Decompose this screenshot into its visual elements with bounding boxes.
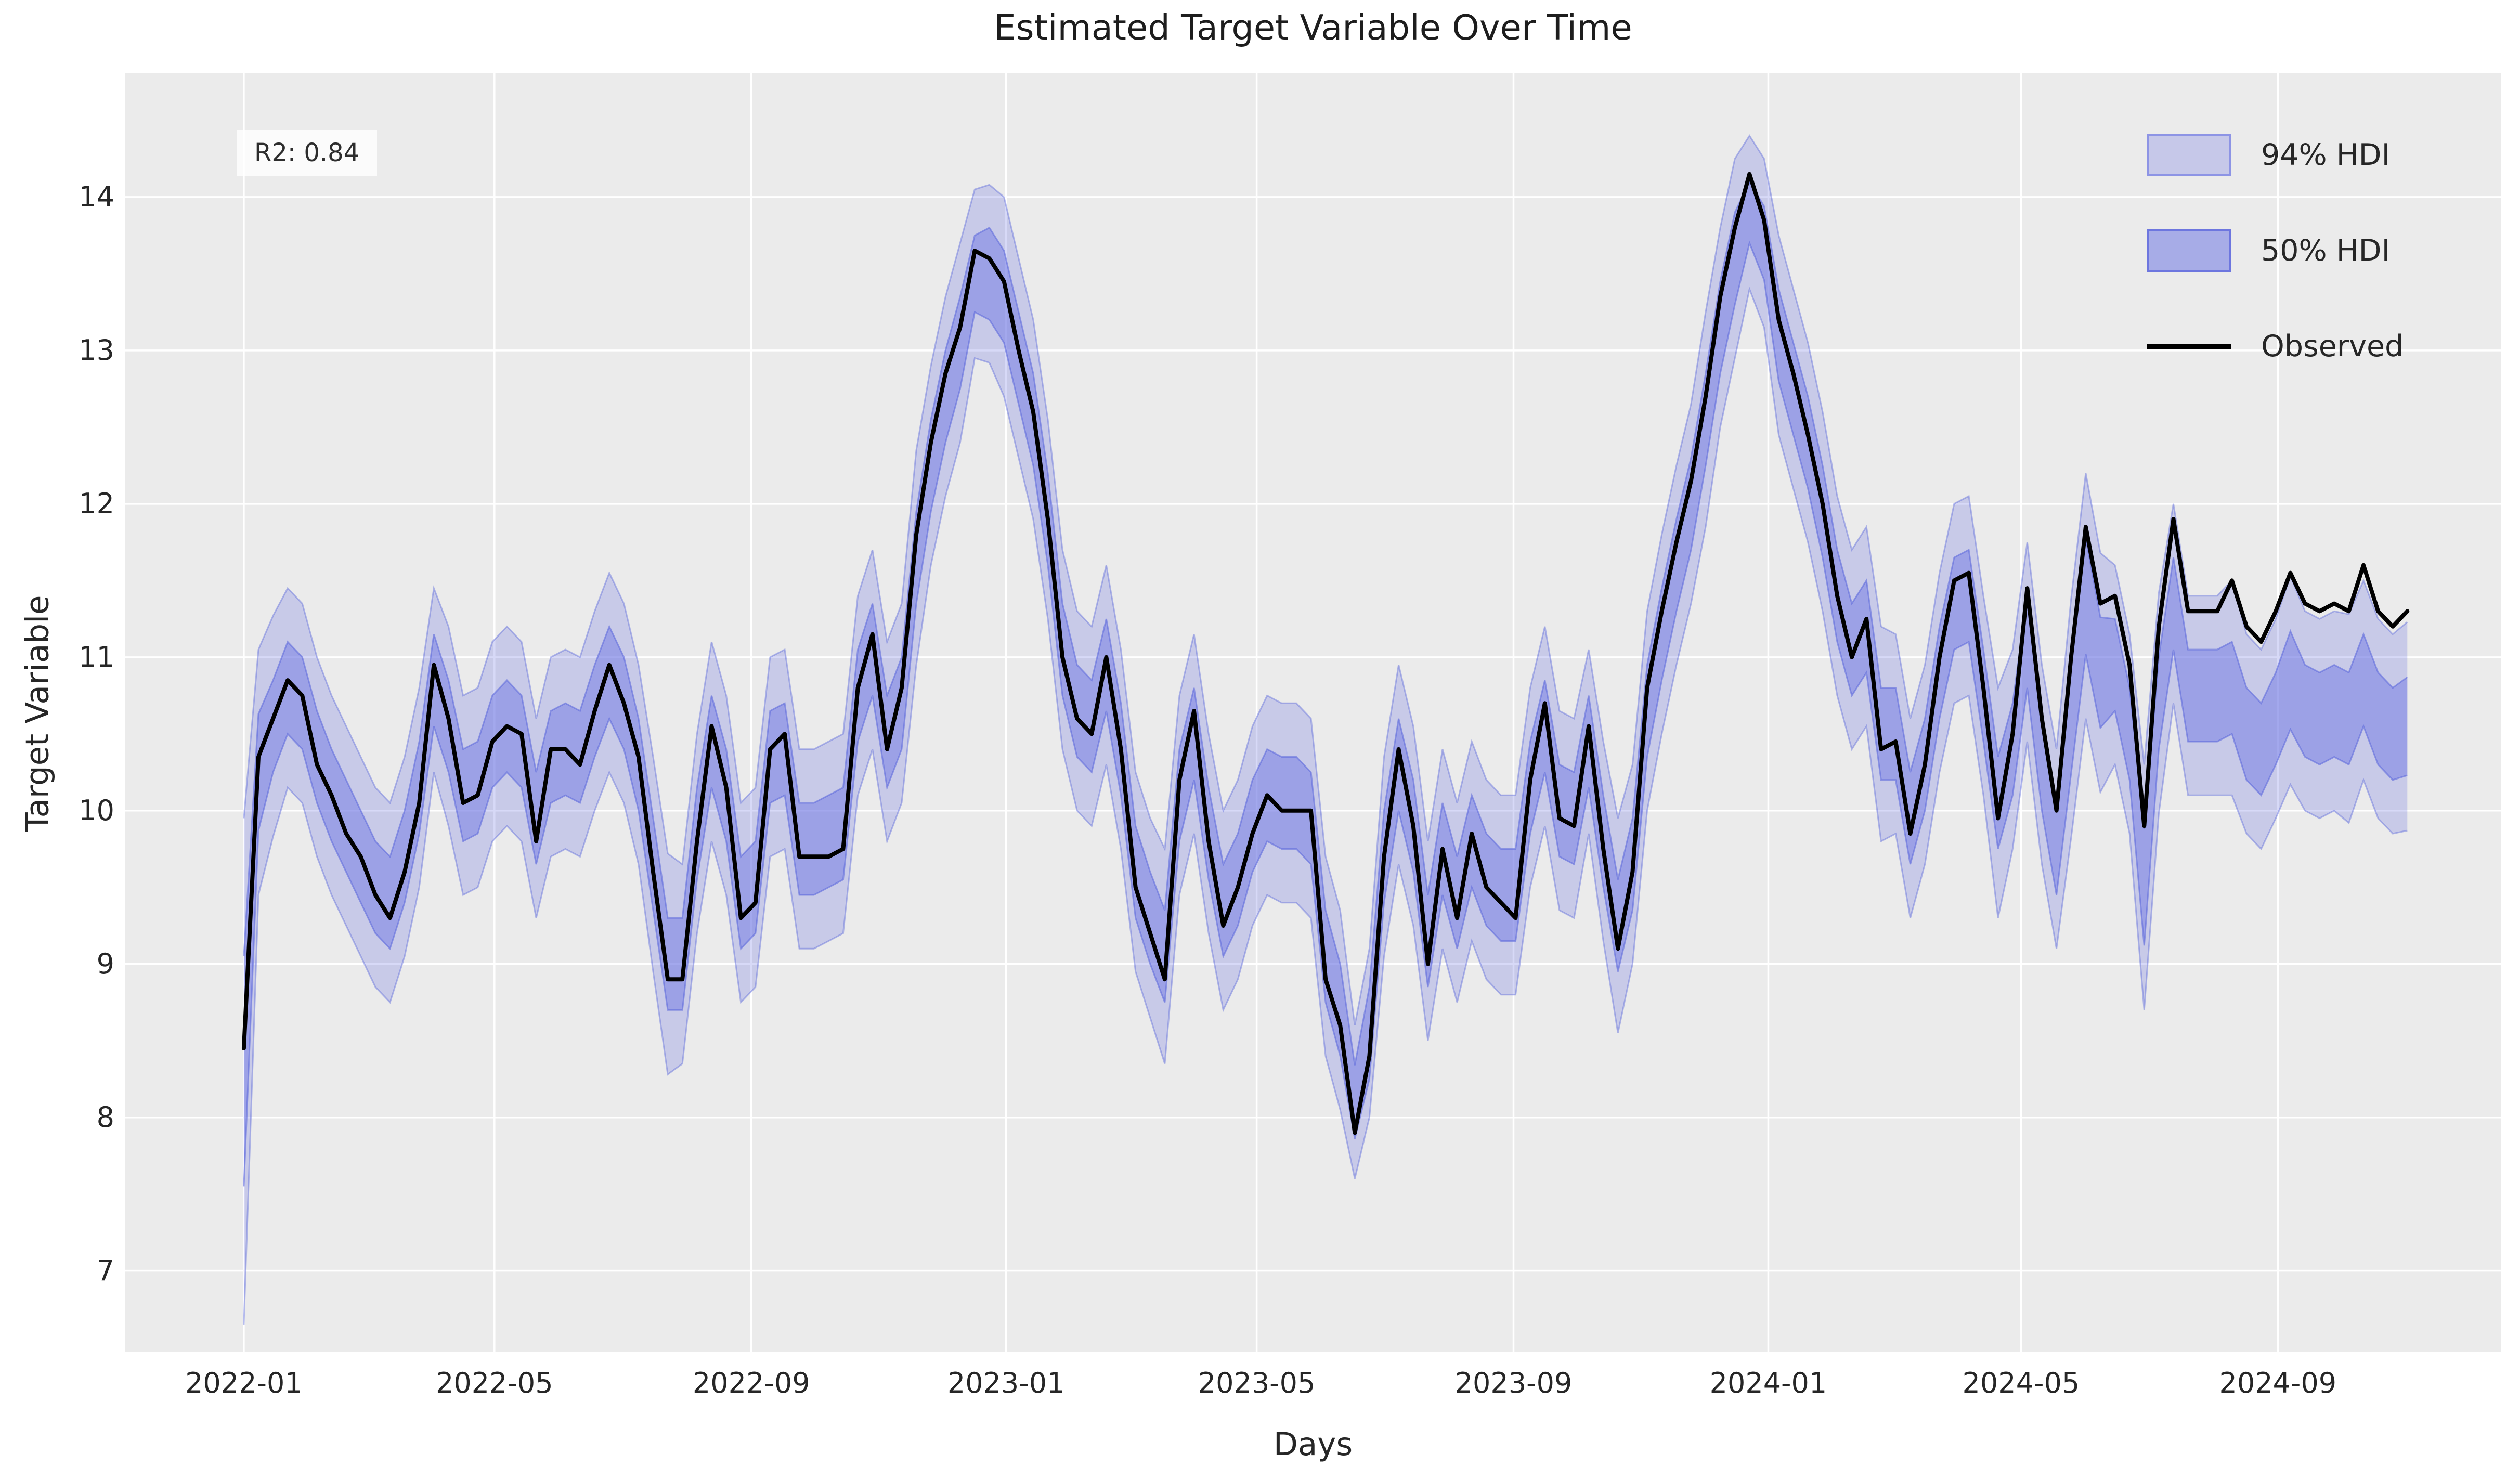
x-tick-label: 2024-01 xyxy=(1709,1367,1827,1399)
observed-line-swatch-icon xyxy=(2147,325,2231,368)
x-tick-label: 2024-09 xyxy=(2219,1367,2337,1399)
hdi94-upper-edge xyxy=(243,134,2408,1025)
hdi50-lower-edge xyxy=(243,240,2408,1187)
x-tick-label: 2022-05 xyxy=(435,1367,553,1399)
x-tick-label: 2023-05 xyxy=(1198,1367,1316,1399)
chart-title: Estimated Target Variable Over Time xyxy=(994,7,1632,48)
x-tick-label: 2022-09 xyxy=(692,1367,810,1399)
r2-annotation: R2: 0.84 xyxy=(237,130,378,176)
legend-label: 94% HDI xyxy=(2261,138,2391,172)
legend-item-50-hdi: 50% HDI xyxy=(2147,216,2404,285)
x-tick-label: 2024-05 xyxy=(1962,1367,2080,1399)
legend-item-observed: Observed xyxy=(2147,312,2404,381)
hdi50-band-swatch-icon xyxy=(2147,229,2231,272)
y-tick-label: 12 xyxy=(79,487,114,520)
legend-item-94-hdi: 94% HDI xyxy=(2147,121,2404,189)
y-tick-label: 7 xyxy=(96,1254,114,1287)
y-tick-label: 13 xyxy=(79,333,114,367)
legend: 94% HDI 50% HDI Observed xyxy=(2147,121,2404,408)
y-tick-label: 11 xyxy=(79,640,114,673)
x-axis-label: Days xyxy=(1273,1426,1353,1463)
observed-line xyxy=(241,172,2410,1135)
y-tick-label: 9 xyxy=(96,947,114,980)
y-tick-label: 10 xyxy=(79,794,114,827)
x-tick-label: 2023-09 xyxy=(1454,1367,1573,1399)
x-tick-label: 2022-01 xyxy=(185,1367,303,1399)
legend-label: Observed xyxy=(2261,329,2404,363)
hdi94-band-swatch-icon xyxy=(2147,134,2231,176)
y-tick-label: 14 xyxy=(79,180,114,213)
y-tick-label: 8 xyxy=(96,1100,114,1134)
legend-label: 50% HDI xyxy=(2261,233,2391,268)
hdi94-band xyxy=(243,135,2408,1325)
hdi94-lower-edge xyxy=(243,286,2408,1325)
x-tick-label: 2023-01 xyxy=(947,1367,1065,1399)
